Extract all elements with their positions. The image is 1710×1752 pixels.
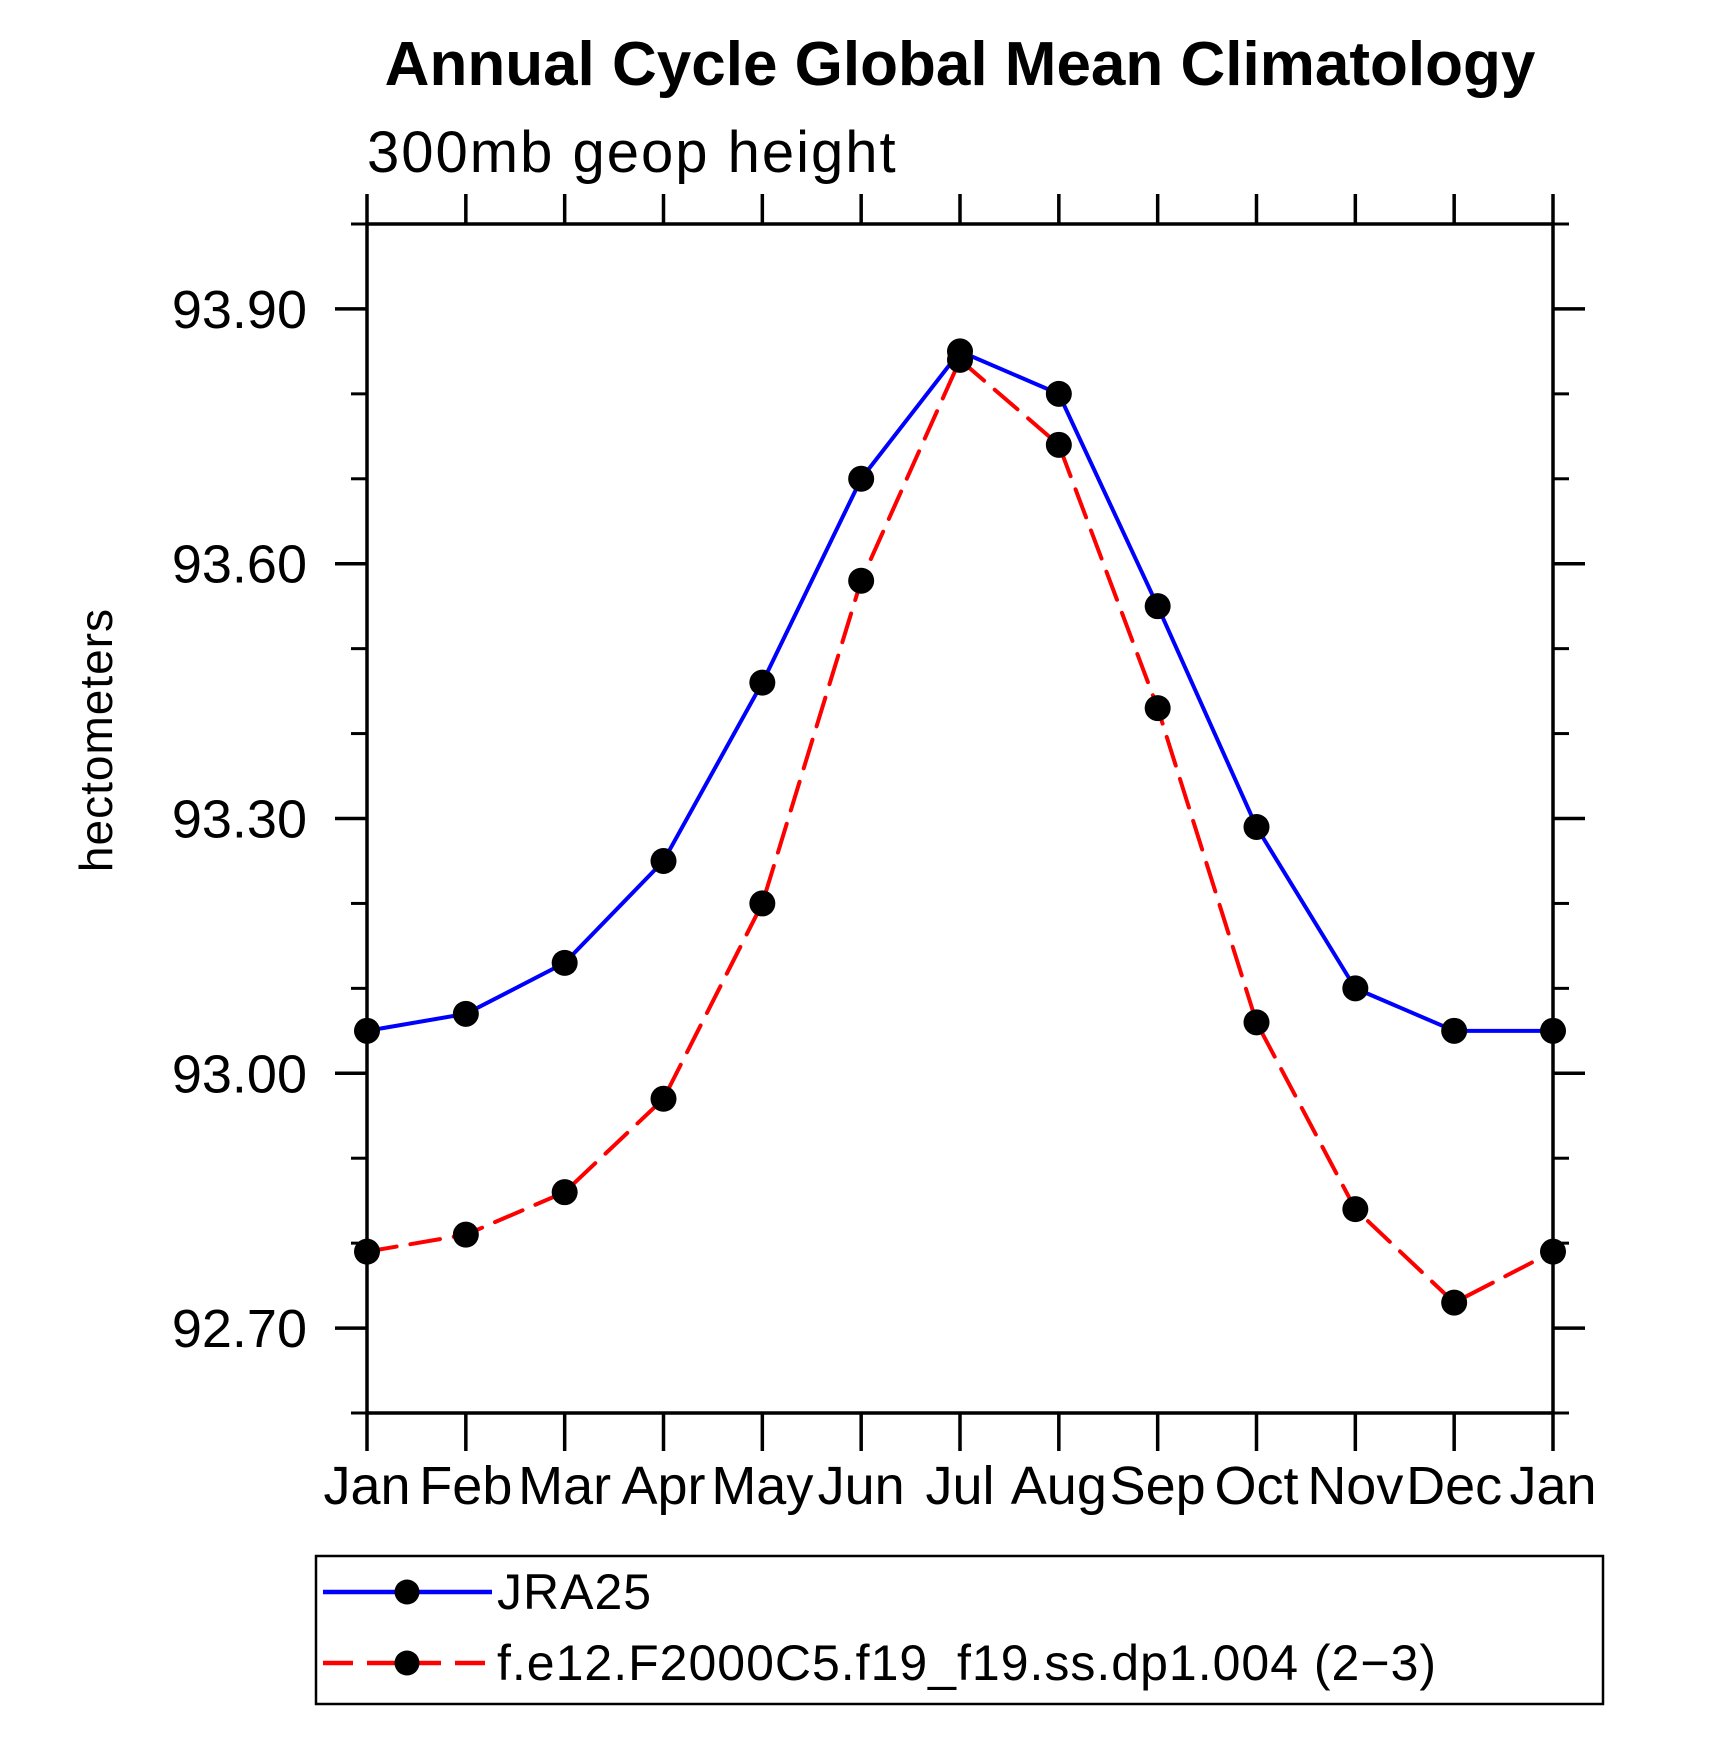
y-tick-label: 93.60 bbox=[172, 535, 307, 595]
x-tick-label: Feb bbox=[419, 1456, 512, 1516]
data-point-marker bbox=[749, 890, 776, 917]
data-point-marker bbox=[551, 1179, 578, 1206]
x-tick-label: Jan bbox=[323, 1456, 410, 1516]
data-point-marker bbox=[354, 1238, 380, 1265]
data-point-marker bbox=[1441, 1017, 1468, 1044]
x-tick-label: Apr bbox=[621, 1456, 705, 1516]
data-point-marker bbox=[1045, 431, 1072, 458]
data-point-marker bbox=[354, 1017, 380, 1044]
data-point-marker bbox=[650, 847, 677, 874]
data-point-marker bbox=[551, 949, 578, 976]
chart-title: Annual Cycle Global Mean Climatology bbox=[385, 30, 1536, 99]
data-point-marker bbox=[1342, 975, 1369, 1002]
data-point-marker bbox=[650, 1085, 677, 1112]
x-tick-label: Dec bbox=[1406, 1456, 1502, 1516]
data-point-marker bbox=[1342, 1196, 1369, 1223]
data-point-marker bbox=[848, 567, 875, 594]
y-tick-label: 93.90 bbox=[172, 280, 307, 340]
x-tick-label: Jul bbox=[925, 1456, 994, 1516]
x-tick-label: Jun bbox=[818, 1456, 905, 1516]
y-tick-label: 92.70 bbox=[172, 1299, 307, 1359]
y-axis-label: hectometers bbox=[70, 608, 122, 872]
x-tick-label: Jan bbox=[1509, 1456, 1596, 1516]
legend-marker bbox=[394, 1579, 420, 1605]
plot-frame bbox=[365, 222, 1555, 1415]
x-tick-label: Aug bbox=[1011, 1456, 1107, 1516]
data-point-marker bbox=[1441, 1289, 1468, 1316]
data-point-marker bbox=[1540, 1017, 1566, 1044]
legend-layer: JRA25 f.e12.F2000C5.f19_f19.ss.dp1.004 (2… bbox=[314, 1554, 1605, 1706]
x-tick-label: Nov bbox=[1307, 1456, 1403, 1516]
data-point-marker bbox=[1540, 1238, 1566, 1265]
data-point-marker bbox=[947, 346, 973, 373]
legend-marker bbox=[394, 1650, 420, 1676]
x-tick-label: Sep bbox=[1110, 1456, 1206, 1516]
data-point-marker bbox=[1243, 813, 1270, 840]
y-tick-label: 93.00 bbox=[172, 1044, 307, 1104]
data-point-marker bbox=[1144, 695, 1171, 722]
data-point-marker bbox=[1045, 380, 1072, 407]
x-tick-label: Oct bbox=[1214, 1456, 1298, 1516]
series-line-jra25 bbox=[365, 349, 1555, 1033]
legend-label: JRA25 bbox=[497, 1564, 652, 1620]
legend-label: f.e12.F2000C5.f19_f19.ss.dp1.004 (2−3) bbox=[497, 1635, 1437, 1691]
data-point-marker bbox=[452, 1221, 479, 1248]
data-point-marker bbox=[452, 1000, 479, 1027]
data-point-marker bbox=[1243, 1009, 1270, 1036]
data-point-marker bbox=[749, 669, 776, 696]
y-tick-label: 93.30 bbox=[172, 790, 307, 850]
x-tick-label: Mar bbox=[518, 1456, 611, 1516]
data-point-marker bbox=[848, 465, 875, 492]
x-tick-label: May bbox=[711, 1456, 813, 1516]
legend-box bbox=[314, 1554, 1605, 1706]
series-line-model bbox=[365, 357, 1555, 1305]
data-point-marker bbox=[1144, 593, 1171, 620]
chart-subtitle: 300mb geop height bbox=[367, 120, 898, 185]
series-layer bbox=[354, 338, 1566, 1316]
